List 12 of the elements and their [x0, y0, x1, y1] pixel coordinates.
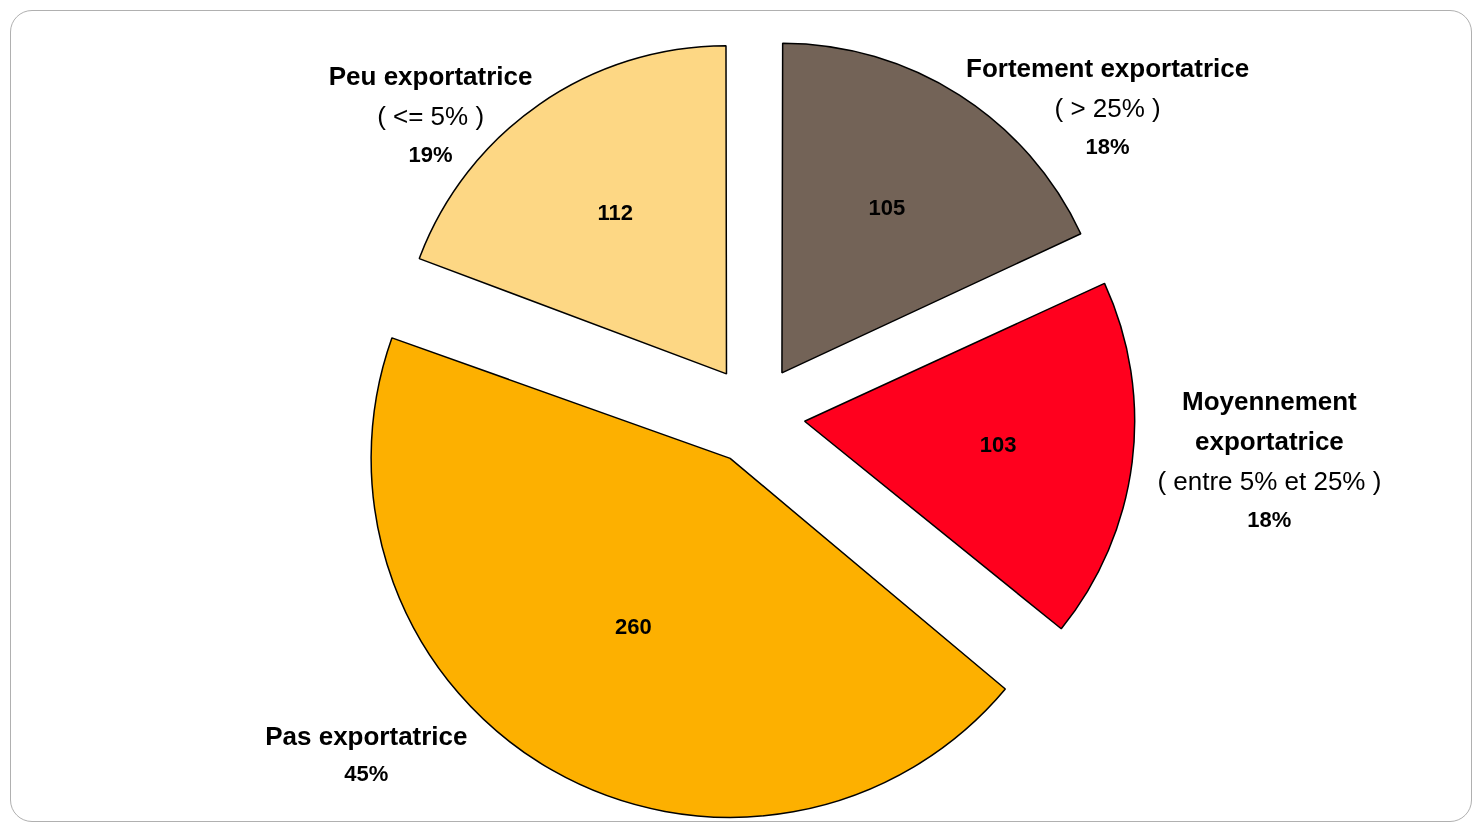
text: 18% [1085, 134, 1130, 160]
data-label: 103 [979, 431, 1017, 457]
text: 19% [408, 142, 453, 168]
slice-label: Fortement exportatrice ( > 25% ) [966, 53, 1250, 124]
slice-label: Peu exportatrice ( <= 5% ) [328, 61, 533, 132]
data-label: 112 [597, 199, 634, 225]
text: 18% [1247, 506, 1292, 532]
slice-label: Pas exportatrice [265, 720, 468, 751]
data-label: 260 [614, 613, 652, 639]
slice-label: Moyennement exportatrice ( entre 5% et 25% ) [1157, 385, 1382, 496]
data-label: 105 [868, 194, 906, 220]
text: 45% [344, 761, 389, 787]
